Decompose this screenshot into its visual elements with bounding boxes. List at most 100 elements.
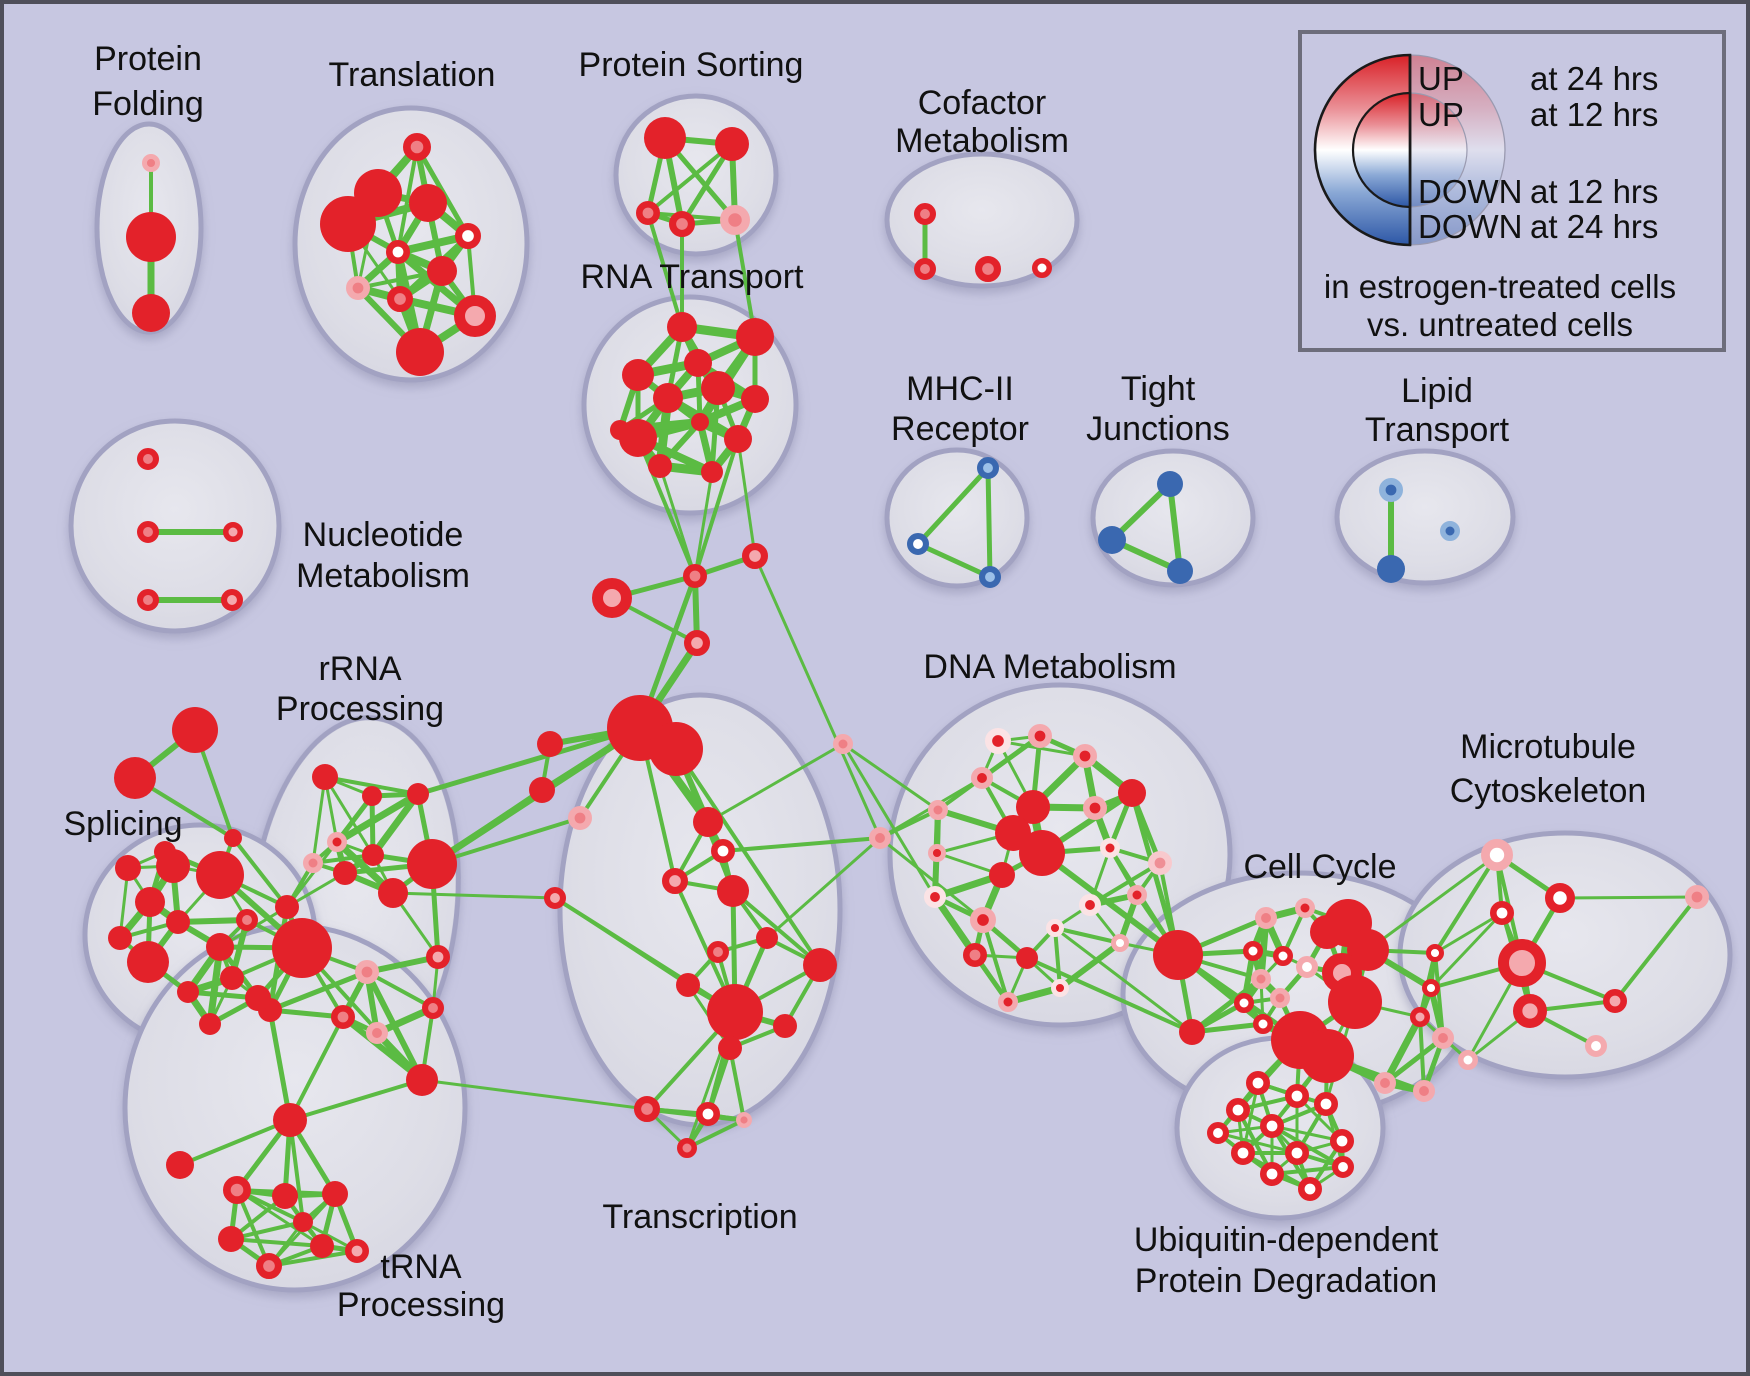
node-tsc xyxy=(677,1138,697,1158)
node-tsc xyxy=(662,868,689,895)
node-ps xyxy=(669,210,696,237)
node-rrna xyxy=(406,1064,438,1096)
node-mt xyxy=(1481,839,1514,872)
node-ub xyxy=(1231,1141,1256,1166)
network-edge xyxy=(996,739,1087,758)
network-edge xyxy=(915,541,993,580)
network-edge xyxy=(841,742,940,812)
node-tra xyxy=(455,222,482,249)
node-br xyxy=(537,731,563,757)
node-dna xyxy=(998,992,1018,1012)
node-ps xyxy=(635,201,660,226)
node-trna xyxy=(223,1175,252,1204)
cluster-label-rrna: Processing xyxy=(276,690,444,728)
network-edge xyxy=(646,211,684,329)
label-layer: Protein Folding Translation Protein Sorting… xyxy=(63,40,1646,1324)
node-cc xyxy=(1253,1014,1273,1034)
node-tj xyxy=(1157,471,1183,497)
node-rna xyxy=(736,318,774,356)
network-edge xyxy=(1053,926,1122,945)
node-cc xyxy=(1295,898,1315,918)
node-mt xyxy=(1513,993,1548,1028)
network-edge xyxy=(288,1078,424,1122)
node-ps xyxy=(715,127,749,161)
legend-direction-label: DOWN xyxy=(1418,173,1522,210)
node-ub xyxy=(1260,1162,1285,1187)
node-tsc xyxy=(634,1095,661,1122)
node-spl xyxy=(108,926,132,950)
node-br xyxy=(869,827,892,850)
network-edge xyxy=(391,891,557,900)
node-ps xyxy=(644,117,686,159)
node-rna xyxy=(701,371,735,405)
node-cc xyxy=(1255,907,1278,930)
node-cc xyxy=(1328,975,1382,1029)
node-trna xyxy=(273,1103,307,1137)
network-edge xyxy=(693,470,714,578)
node-lip xyxy=(1440,521,1460,541)
node-cof xyxy=(1032,258,1052,278)
node-spl xyxy=(177,981,199,1003)
network-edge xyxy=(1053,926,1062,990)
node-nuc xyxy=(136,521,159,544)
node-spl xyxy=(166,910,190,934)
node-spl xyxy=(206,933,234,961)
node-nuc xyxy=(220,589,243,612)
node-cc xyxy=(1273,946,1293,966)
node-tra xyxy=(396,328,444,376)
node-ub xyxy=(1260,1114,1285,1139)
node-rrna xyxy=(333,861,357,885)
cluster-label-lip: Lipid xyxy=(1401,372,1473,410)
node-cc xyxy=(1374,1072,1397,1095)
node-ub xyxy=(1285,1084,1310,1109)
network-edge xyxy=(1381,1013,1424,1087)
node-ub xyxy=(1246,1071,1271,1096)
legend-footer: vs. untreated cells xyxy=(1367,306,1633,343)
node-pf xyxy=(142,154,161,173)
node-rrna xyxy=(354,959,379,984)
node-dna xyxy=(1118,779,1146,807)
node-dna xyxy=(962,942,987,967)
node-cc xyxy=(1234,993,1254,1013)
node-cc xyxy=(1410,1007,1430,1027)
node-cc xyxy=(1153,930,1203,980)
network-edge xyxy=(1433,911,1504,955)
node-spl xyxy=(196,851,244,899)
node-rna xyxy=(648,454,672,478)
node-rna xyxy=(667,312,697,342)
node-cc xyxy=(1296,956,1319,979)
node-tri xyxy=(114,757,156,799)
node-nuc xyxy=(136,589,159,612)
node-rna xyxy=(701,461,723,483)
node-rna xyxy=(741,385,769,413)
node-ub xyxy=(1298,1177,1323,1202)
node-mhc xyxy=(907,533,930,556)
network-edge xyxy=(1270,1124,1345,1169)
node-tsc xyxy=(707,984,763,1040)
network-edge xyxy=(178,1118,292,1167)
node-spl xyxy=(127,941,169,983)
node-dna xyxy=(928,800,948,820)
node-mt xyxy=(1685,884,1710,909)
node-ub xyxy=(1285,1141,1310,1166)
network-edge xyxy=(235,1188,324,1248)
cluster-label-ub: Protein Degradation xyxy=(1135,1262,1437,1300)
node-rrna xyxy=(362,786,382,806)
node-tsc xyxy=(736,1111,753,1128)
network-edge xyxy=(229,1237,324,1248)
node-nuc xyxy=(223,522,243,542)
cluster-label-pf: Folding xyxy=(92,85,204,123)
network-edge xyxy=(1057,940,1123,991)
network-edge xyxy=(981,918,1010,1004)
node-mhc xyxy=(979,566,1002,589)
network-edge xyxy=(323,775,375,857)
cluster-label-trna: tRNA xyxy=(380,1248,462,1286)
node-tsc xyxy=(707,941,730,964)
cluster-label-mt: Microtubule xyxy=(1460,728,1636,766)
node-rna xyxy=(691,413,709,431)
network-edge xyxy=(878,836,985,922)
cluster-label-tj: Junctions xyxy=(1086,410,1230,448)
node-trna xyxy=(272,1183,298,1209)
node-dna xyxy=(1028,723,1053,748)
node-mt xyxy=(1603,988,1628,1013)
